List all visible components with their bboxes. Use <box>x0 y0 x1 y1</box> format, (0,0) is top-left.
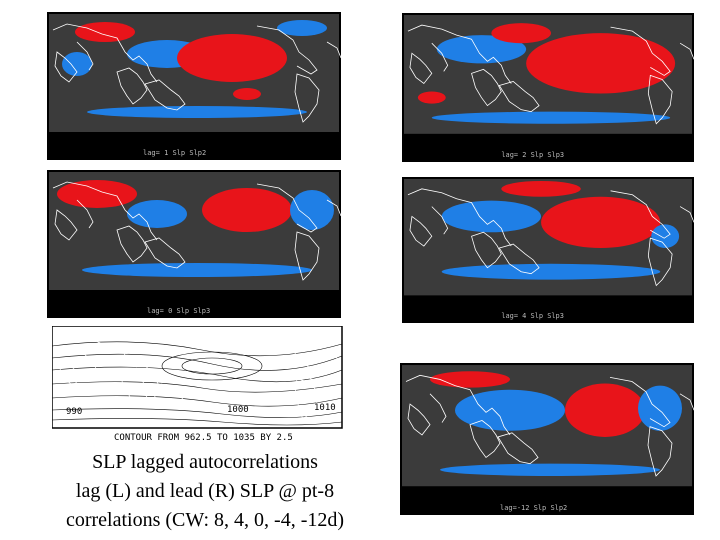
panel-caption: lag= 1 Slp Slp2 <box>143 149 206 157</box>
map-panel: lag=-12 Slp Slp2 <box>400 363 694 515</box>
caption-line: lag (L) and lead (R) SLP @ pt-8 <box>75 480 335 502</box>
map-panel: lag= 1 Slp Slp2 <box>47 12 341 160</box>
panel-caption: lag= 2 Slp Slp3 <box>501 151 564 159</box>
contour-label: 1000 <box>227 405 249 415</box>
slide-caption: SLP lagged autocorrelations lag (L) and … <box>20 448 390 535</box>
contour-label: 1010 <box>314 403 336 413</box>
contour-map: 1000 1010 990 CONTOUR FROM 962.5 TO 1035… <box>52 326 343 443</box>
caption-line: SLP lagged autocorrelations <box>92 451 318 473</box>
map-panel: lag= 0 Slp Slp3 <box>47 170 341 318</box>
map-panel: lag= 2 Slp Slp3 <box>402 13 694 162</box>
panel-caption: lag= 4 Slp Slp3 <box>501 312 564 320</box>
panel-caption: lag=-12 Slp Slp2 <box>500 503 567 512</box>
caption-line: correlations (CW: 8, 4, 0, -4, -12d) <box>65 509 345 531</box>
contour-caption: CONTOUR FROM 962.5 TO 1035 BY 2.5 <box>114 433 293 443</box>
contour-label: 990 <box>66 407 82 417</box>
panel-caption: lag= 0 Slp Slp3 <box>147 307 210 315</box>
map-panel: lag= 4 Slp Slp3 <box>402 177 694 323</box>
